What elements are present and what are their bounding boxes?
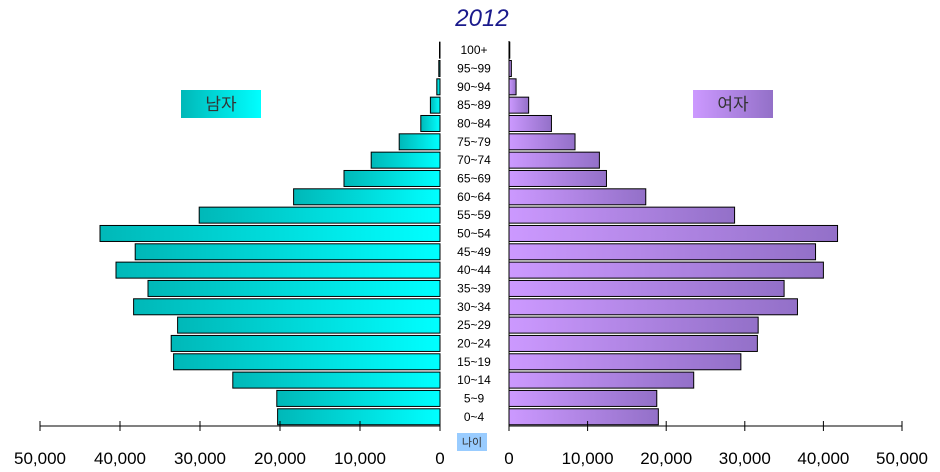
age-label: 60~64: [457, 190, 491, 204]
male-bar-50~54: [99, 224, 441, 242]
male-bars: [99, 41, 441, 426]
tick-marks: [39, 421, 903, 431]
female-bar-35~39: [508, 279, 785, 297]
male-bar-90~94: [436, 78, 441, 96]
age-label: 25~29: [457, 318, 491, 332]
age-label: 85~89: [457, 98, 491, 112]
female-bar-30~34: [508, 298, 798, 316]
male-bar-10~14: [232, 371, 441, 389]
male-bar-5~9: [276, 389, 441, 407]
female-bar-15~19: [508, 353, 742, 371]
female-bar-20~24: [508, 334, 758, 352]
male-bar-75~79: [398, 133, 441, 151]
female-bar-0~4: [508, 408, 659, 426]
male-bar-100+: [439, 41, 441, 59]
male-bar-80~84: [420, 114, 441, 132]
male-bar-55~59: [198, 206, 441, 224]
male-bar-85~89: [429, 96, 441, 114]
tick-labels: 50,000 40,000 30,000 20,000 10,000 0 0 10,000 20…: [14, 449, 928, 468]
x-tick-label: 0: [435, 449, 444, 468]
male-bar-20~24: [170, 334, 441, 352]
female-bar-50~54: [508, 224, 839, 242]
age-label: 50~54: [457, 226, 491, 240]
male-bar-30~34: [133, 298, 441, 316]
male-bar-65~69: [343, 169, 441, 187]
male-bar-15~19: [173, 353, 441, 371]
x-tick-label: 40,000: [797, 449, 849, 468]
male-legend-box: [181, 90, 261, 118]
female-bars: [508, 41, 839, 426]
age-label: 55~59: [457, 208, 491, 222]
age-label: 5~9: [464, 391, 485, 405]
female-legend-label: 여자: [717, 95, 749, 115]
age-label: 65~69: [457, 171, 491, 185]
age-label: 95~99: [457, 61, 491, 75]
age-label: 15~19: [457, 355, 491, 369]
male-bar-0~4: [277, 408, 441, 426]
male-bar-25~29: [177, 316, 441, 334]
age-label: 45~49: [457, 245, 491, 259]
female-bar-70~74: [508, 151, 600, 169]
age-label: 10~14: [457, 373, 491, 387]
age-labels: 100+ 95~99 90~94 85~89 80~84 75~79 70~74 65~69 6…: [457, 43, 491, 424]
age-label: 20~24: [457, 336, 491, 350]
age-label: 40~44: [457, 263, 491, 277]
x-tick-label: 40,000: [94, 449, 146, 468]
age-label: 75~79: [457, 135, 491, 149]
chart-title: 2012: [454, 5, 508, 32]
female-bar-90~94: [508, 78, 517, 96]
female-bar-25~29: [508, 316, 759, 334]
female-bar-85~89: [508, 96, 530, 114]
male-bar-35~39: [147, 279, 441, 297]
male-legend-label: 남자: [205, 95, 237, 115]
age-label: 100+: [460, 43, 487, 57]
age-label: 0~4: [464, 410, 485, 424]
x-tick-label: 20,000: [254, 449, 306, 468]
x-tick-label: 0: [504, 449, 513, 468]
female-bar-75~79: [508, 133, 576, 151]
female-bar-45~49: [508, 243, 817, 261]
male-bar-40~44: [115, 261, 441, 279]
x-tick-label: 30,000: [719, 449, 771, 468]
age-label: 80~84: [457, 116, 491, 130]
age-axis-label: 나이: [462, 436, 482, 449]
female-bar-65~69: [508, 169, 607, 187]
female-bar-5~9: [508, 389, 658, 407]
female-bar-60~64: [508, 188, 647, 206]
age-label: 35~39: [457, 281, 491, 295]
male-bar-60~64: [293, 188, 441, 206]
x-tick-label: 50,000: [876, 449, 928, 468]
female-bar-10~14: [508, 371, 695, 389]
x-tick-label: 10,000: [562, 449, 614, 468]
male-bar-45~49: [134, 243, 441, 261]
age-label: 70~74: [457, 153, 491, 167]
x-tick-label: 10,000: [334, 449, 386, 468]
x-tick-label: 20,000: [640, 449, 692, 468]
male-bar-95~99: [438, 59, 441, 77]
female-bar-40~44: [508, 261, 824, 279]
x-tick-label: 50,000: [14, 449, 66, 468]
female-legend-box: [693, 90, 773, 118]
x-tick-label: 30,000: [174, 449, 226, 468]
female-bar-55~59: [508, 206, 736, 224]
age-label: 90~94: [457, 80, 491, 94]
male-bar-70~74: [370, 151, 441, 169]
age-label: 30~34: [457, 300, 491, 314]
age-axis-label-box: [457, 433, 487, 451]
female-bar-80~84: [508, 114, 552, 132]
